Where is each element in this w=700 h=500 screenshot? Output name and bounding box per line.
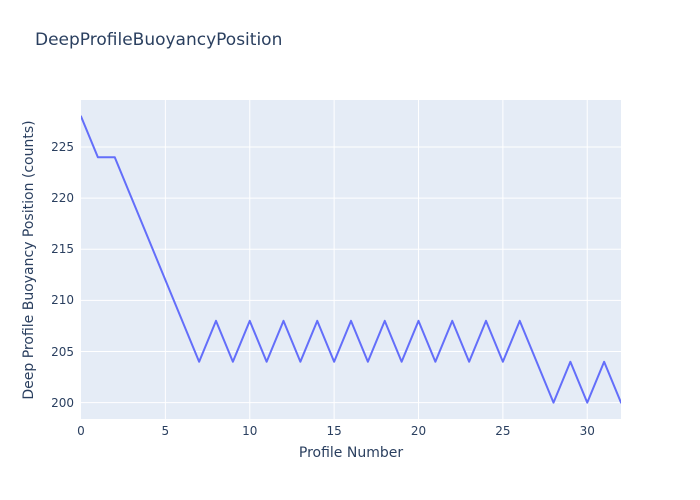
y-tick-label: 205: [51, 344, 74, 359]
x-axis-title: Profile Number: [298, 445, 404, 461]
plot-area: [81, 100, 621, 419]
x-tick-label: 5: [161, 424, 170, 438]
x-tick-label: 10: [242, 424, 258, 438]
y-tick-label: 215: [51, 242, 74, 257]
x-tick-label: 15: [326, 424, 342, 438]
y-tick-label: 210: [51, 293, 74, 308]
x-tick-label: 20: [410, 424, 427, 438]
x-tick-label: 0: [77, 424, 85, 438]
chart-title: DeepProfileBuoyancyPosition: [35, 30, 283, 50]
data-line: [81, 115, 621, 404]
y-tick-label: 200: [51, 395, 74, 410]
x-tick-label: 30: [579, 424, 595, 438]
line-chart-svg: [81, 100, 621, 419]
y-tick-label: 225: [51, 140, 74, 155]
x-tick-label: 25: [495, 424, 511, 438]
y-tick-label: 220: [51, 191, 74, 206]
